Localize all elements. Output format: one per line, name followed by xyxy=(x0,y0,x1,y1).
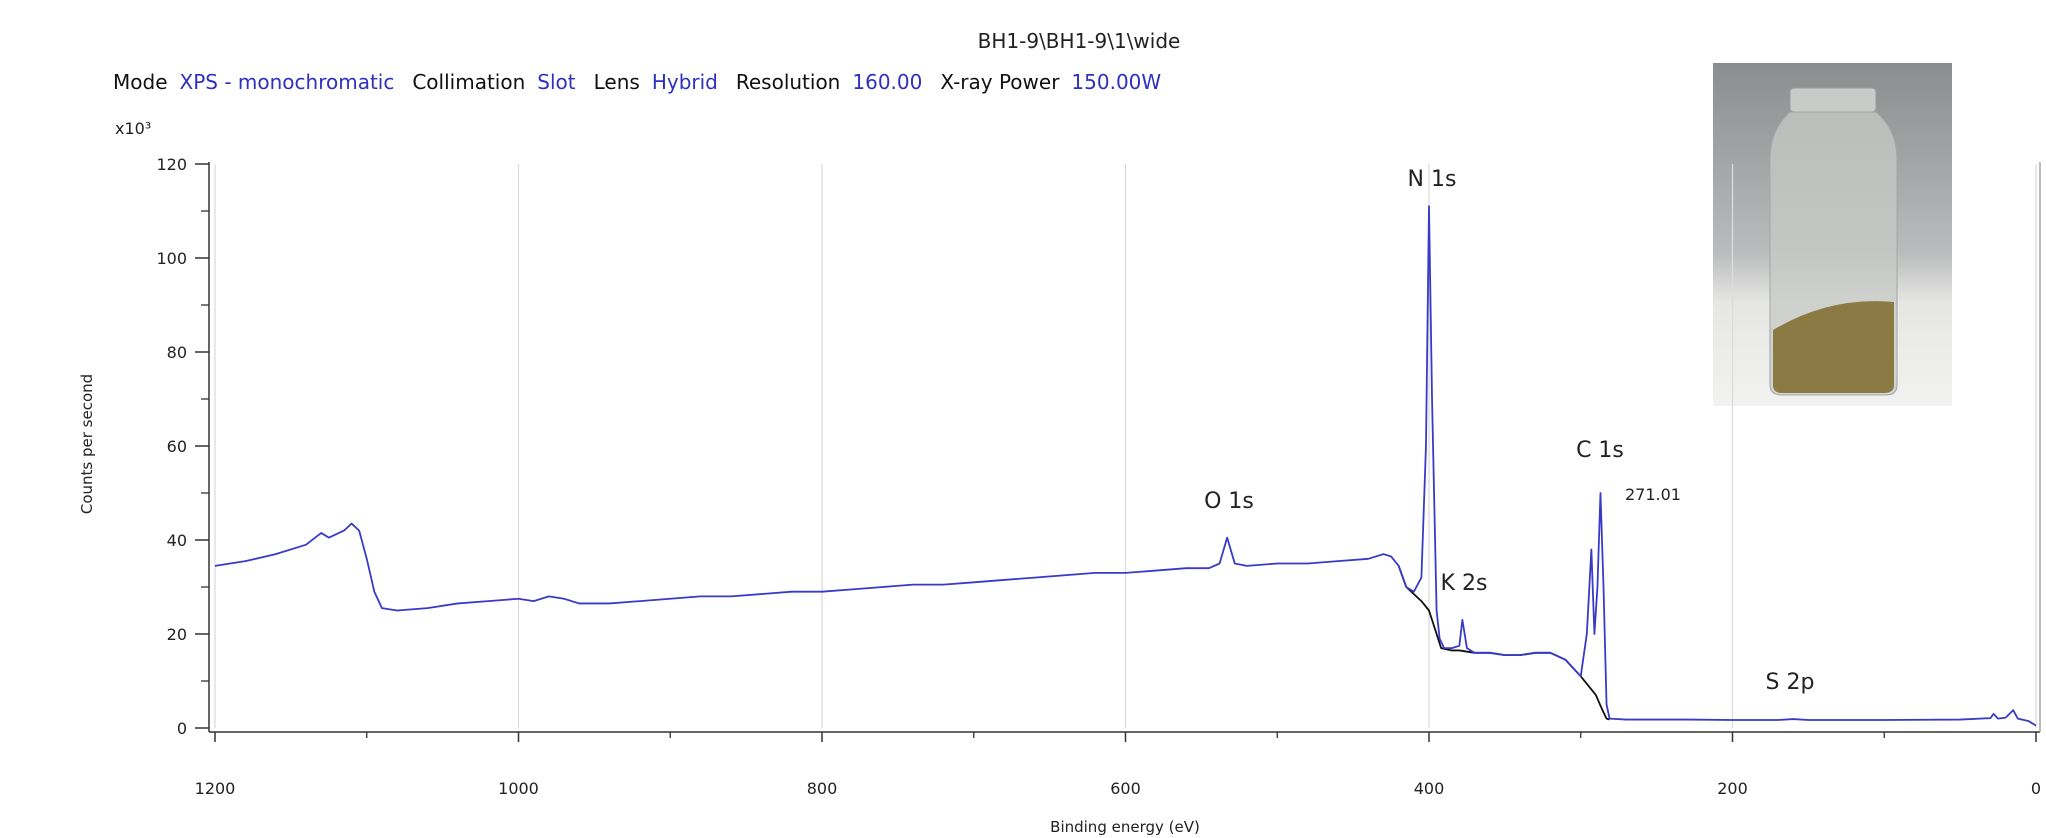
peak-annotation: 271.01 xyxy=(1625,485,1681,504)
x-tick-label: 800 xyxy=(807,779,838,798)
x-tick-label: 1200 xyxy=(195,779,236,798)
spectrum-line xyxy=(1397,565,1610,721)
y-multiplier: x10³ xyxy=(115,119,151,138)
setting-value: 160.00 xyxy=(852,70,923,94)
y-tick-label: 20 xyxy=(167,625,187,644)
x-axis-label: Binding energy (eV) xyxy=(1050,818,1200,836)
photo-inset xyxy=(1713,63,1952,406)
peak-annotation: C 1s xyxy=(1576,438,1624,463)
y-tick-label: 100 xyxy=(156,249,187,268)
x-tick-label: 1000 xyxy=(498,779,539,798)
y-tick-label: 40 xyxy=(167,531,187,550)
spectrum-line xyxy=(214,205,2037,727)
setting-label: Mode xyxy=(113,70,168,94)
setting-value: Slot xyxy=(537,70,576,94)
x-tick-label: 600 xyxy=(1110,779,1141,798)
setting-value: 150.00W xyxy=(1071,70,1162,94)
y-tick-label: 80 xyxy=(167,343,187,362)
y-tick-label: 0 xyxy=(177,719,187,738)
powder xyxy=(1773,301,1894,393)
jar-neck xyxy=(1789,87,1877,113)
setting-value: Hybrid xyxy=(651,70,718,94)
y-axis-label: Counts per second xyxy=(78,374,96,514)
setting-label: Collimation xyxy=(412,70,526,94)
setting-label: X-ray Power xyxy=(940,70,1060,94)
peak-annotation: N 1s xyxy=(1408,167,1457,192)
setting-label: Lens xyxy=(593,70,640,94)
x-tick-label: 0 xyxy=(2031,779,2041,798)
setting-label: Resolution xyxy=(735,70,841,94)
plot-area: 1200 1000 800 600 400 200 0 0 20 40 60 80 100 120 N 1s… xyxy=(156,155,2041,798)
x-tick-label: 400 xyxy=(1414,779,1445,798)
setting-value: XPS - monochromatic xyxy=(179,70,395,94)
y-tick-label: 60 xyxy=(167,437,187,456)
peak-annotation: K 2s xyxy=(1441,571,1488,596)
y-tick-label: 120 xyxy=(156,155,187,174)
peak-annotation: S 2p xyxy=(1766,670,1815,695)
settings-bar: Mode XPS - monochromatic Collimation Slot Le… xyxy=(113,70,1179,94)
x-tick-label: 200 xyxy=(1717,779,1748,798)
chart-title: BH1-9\BH1-9\1\wide xyxy=(978,29,1181,53)
peak-annotation: O 1s xyxy=(1204,489,1254,514)
